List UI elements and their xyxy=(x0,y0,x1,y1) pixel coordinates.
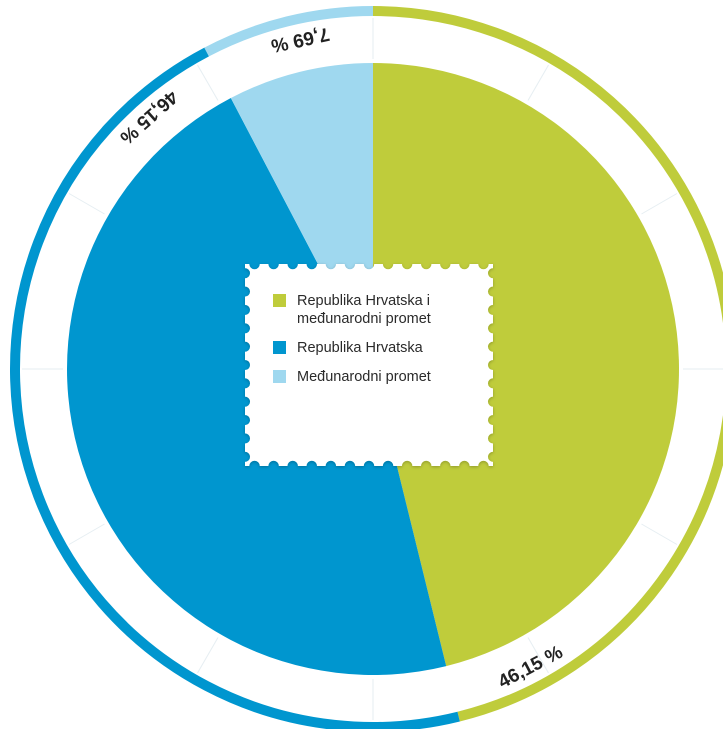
legend-label-medunarodni-promet: Međunarodni promet xyxy=(297,369,431,385)
ring-tick xyxy=(641,523,678,545)
legend-swatch-republika-hrvatska xyxy=(273,341,286,354)
legend: Republika Hrvatska i međunarodni promet Re… xyxy=(245,264,493,466)
legend-swatch-medunarodni-promet xyxy=(273,370,286,383)
ring-tick xyxy=(641,193,678,215)
legend-swatch-republika-hrvatska-i-medunarodni-promet xyxy=(273,294,286,307)
ring-ticks xyxy=(22,18,723,720)
legend-label-republika-hrvatska: Republika Hrvatska xyxy=(297,340,424,356)
ring-tick xyxy=(527,64,549,101)
pie-slice-republika-hrvatska-i-medunarodni-promet xyxy=(373,63,680,667)
ring-tick xyxy=(527,637,549,674)
outer-ring xyxy=(10,6,723,729)
ring-tick xyxy=(68,523,105,545)
ring-tick xyxy=(197,637,219,674)
ring-arc-medunarodni-promet xyxy=(204,6,374,57)
ring-arc-republika-hrvatska-i-medunarodni-promet xyxy=(372,6,723,722)
ring-tick xyxy=(68,193,105,215)
legend-label-republika-hrvatska-i-medunarodni-promet: Republika Hrvatska i međunarodni promet xyxy=(297,293,431,327)
ring-tick xyxy=(197,64,219,101)
ring-arc-republika-hrvatska xyxy=(10,47,460,729)
stamp-legend-background xyxy=(245,264,493,466)
